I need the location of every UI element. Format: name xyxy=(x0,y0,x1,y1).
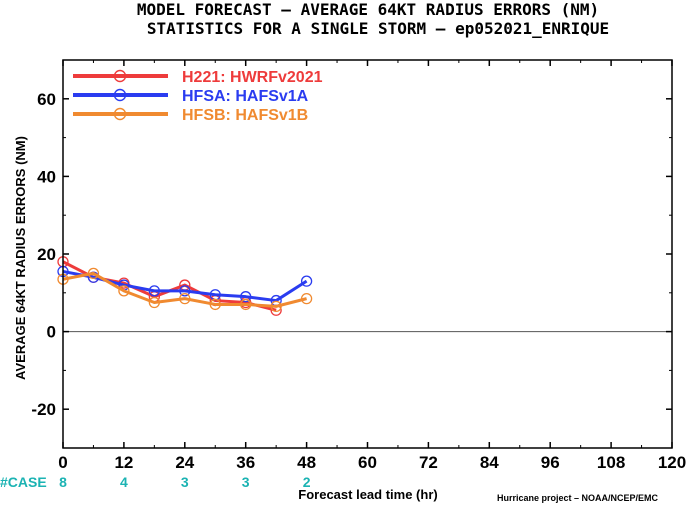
plot-frame xyxy=(62,59,673,449)
case-count: 3 xyxy=(242,474,250,490)
legend-entry-label: HFSA: HAFSv1A xyxy=(182,88,309,105)
data-point xyxy=(148,285,161,297)
case-count: 2 xyxy=(303,474,311,490)
legend-swatch-marker xyxy=(113,88,127,102)
y-tick-label: 60 xyxy=(37,90,56,109)
x-tick-label: 120 xyxy=(658,453,686,472)
data-point xyxy=(240,291,252,303)
data-point xyxy=(148,296,161,309)
credit-text: Hurricane project – NOAA/NCEP/EMC xyxy=(497,493,659,503)
case-count: 3 xyxy=(181,474,189,490)
legend-entry-label: H221: HWRFv2021 xyxy=(182,69,323,86)
x-axis-label: Forecast lead time (hr) xyxy=(298,487,437,502)
legend-swatch-marker xyxy=(113,107,127,121)
data-point xyxy=(300,275,313,287)
x-tick-label: 60 xyxy=(358,453,377,472)
data-point xyxy=(300,292,313,305)
axes: -20 0 20 40 60 0 12 24 36 48 60 72 84 96 108 120 xyxy=(31,59,686,472)
legend-swatch-marker xyxy=(113,69,127,83)
x-tick-label: 0 xyxy=(58,453,67,472)
series-layer xyxy=(57,256,313,316)
chart-title-line1: MODEL FORECAST – AVERAGE 64KT RADIUS ERR… xyxy=(137,0,599,19)
data-point xyxy=(209,298,221,311)
case-label: #CASE xyxy=(0,474,47,490)
y-axis-label: AVERAGE 64KT RADIUS ERRORS (NM) xyxy=(13,136,28,380)
case-counts: 8 4 3 3 2 xyxy=(59,474,311,490)
data-point xyxy=(118,285,130,297)
data-point xyxy=(240,298,252,311)
legend: H221: HWRFv2021 HFSA: HAFSv1A HFSB: HAFSv1… xyxy=(73,69,323,124)
case-count: 8 xyxy=(59,474,67,490)
x-tick-label: 12 xyxy=(114,453,133,472)
x-tick-label: 36 xyxy=(236,453,255,472)
x-tick-label: 72 xyxy=(419,453,438,472)
data-point xyxy=(179,285,191,297)
x-tick-label: 24 xyxy=(175,453,194,472)
legend-entry-label: HFSB: HAFSv1B xyxy=(182,107,308,124)
y-tick-label: 0 xyxy=(47,323,56,342)
data-point xyxy=(179,292,191,305)
chart-title-line2: STATISTICS FOR A SINGLE STORM – ep052021… xyxy=(147,19,609,38)
y-tick-label: 40 xyxy=(37,167,56,186)
x-tick-label: 48 xyxy=(297,453,316,472)
data-point xyxy=(87,267,100,280)
x-tick-label: 84 xyxy=(480,453,499,472)
x-tick-label: 108 xyxy=(597,453,625,472)
x-tick-label: 96 xyxy=(541,453,560,472)
case-count: 4 xyxy=(120,474,128,490)
series-line xyxy=(62,271,307,308)
data-point xyxy=(270,300,282,313)
y-tick-label: -20 xyxy=(31,400,56,419)
y-tick-label: 20 xyxy=(37,245,56,264)
